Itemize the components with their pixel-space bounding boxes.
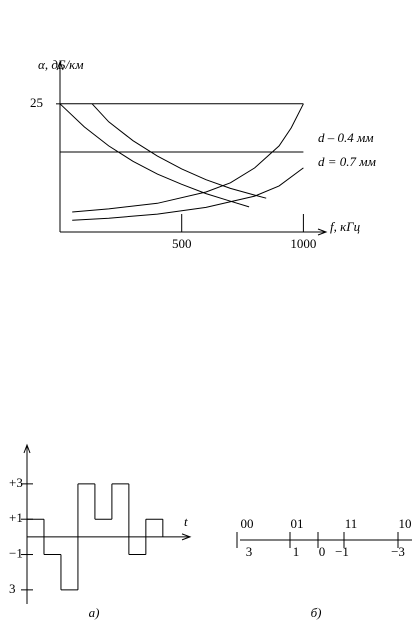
x-tick-label: 500 [172, 236, 192, 251]
y-tick-label: 25 [30, 95, 43, 110]
arrow [23, 443, 31, 454]
x-axis-label: t [184, 514, 188, 529]
level-label: −1 [335, 544, 349, 559]
code-label: 01 [291, 516, 304, 531]
caption: а) [89, 605, 100, 620]
code-label: 11 [345, 516, 358, 531]
y-tick-label: 3 [9, 581, 16, 596]
curve [72, 103, 304, 213]
y-tick-label: −1 [9, 546, 23, 561]
level-label: 0 [319, 544, 326, 559]
annotation: d – 0.4 мм [318, 130, 374, 145]
x-tick-label: 1000 [290, 236, 316, 251]
arrow [317, 228, 328, 236]
annotation: d = 0.7 мм [318, 154, 376, 169]
caption: б) [311, 605, 322, 620]
level-label: −3 [391, 544, 405, 559]
level-label: 1 [293, 544, 300, 559]
code-label: 00 [241, 516, 254, 531]
x-axis-label: f, кГц [330, 219, 361, 234]
curve [59, 103, 250, 208]
curve [72, 167, 304, 221]
curve [91, 103, 267, 199]
y-tick-label: +3 [9, 475, 23, 490]
arrow [56, 60, 64, 71]
code-label: 10 [399, 516, 412, 531]
level-label: 3 [246, 544, 253, 559]
arrow [181, 533, 192, 541]
y-tick-label: +1 [9, 510, 23, 525]
y-axis-label: α, дБ/км [38, 57, 84, 72]
